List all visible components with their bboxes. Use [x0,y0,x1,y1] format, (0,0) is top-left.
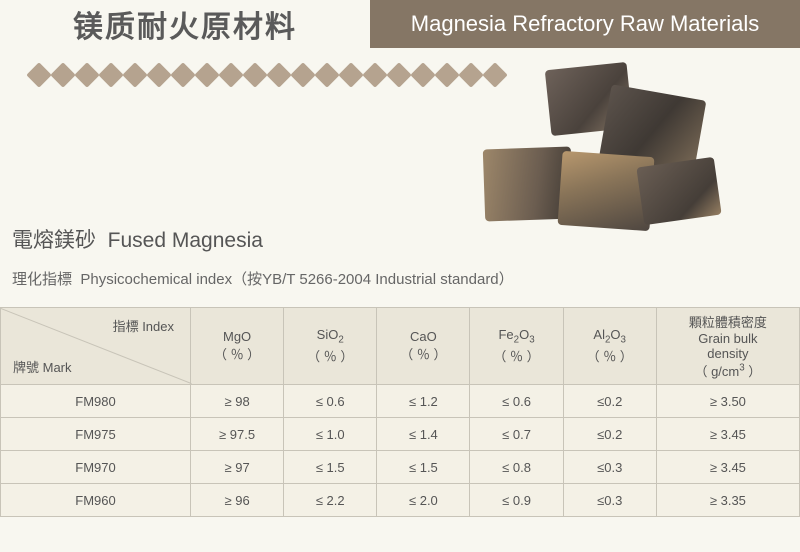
value-cell: ≤ 1.4 [377,418,470,451]
table-row: FM970≥ 97≤ 1.5≤ 1.5≤ 0.8≤0.3≥ 3.45 [1,451,800,484]
subtitle-cn: 理化指標 [12,271,72,288]
value-cell: ≤0.3 [563,484,656,517]
mineral-photo [470,58,730,236]
table-col-header: SiO2（ ％ ） [284,308,377,385]
value-cell: ≥ 97.5 [191,418,284,451]
corner-label-mark: 牌號 Mark [13,357,72,376]
title-chinese: 镁质耐火原材料 [0,0,370,48]
table-col-header: CaO（ ％ ） [377,308,470,385]
value-cell: ≤ 2.0 [377,484,470,517]
table-header-row: 指標 Index 牌號 Mark MgO（ ％ ）SiO2（ ％ ）CaO（ ％… [1,308,800,385]
value-cell: ≥ 3.45 [656,418,799,451]
value-cell: ≤ 2.2 [284,484,377,517]
value-cell: ≤ 1.2 [377,385,470,418]
value-cell: ≥ 3.50 [656,385,799,418]
subtitle-en: Physicochemical index [80,271,232,288]
mark-cell: FM970 [1,451,191,484]
spec-table: 指標 Index 牌號 Mark MgO（ ％ ）SiO2（ ％ ）CaO（ ％… [0,307,800,517]
value-cell: ≤ 0.6 [470,385,563,418]
table-corner-cell: 指標 Index 牌號 Mark [1,308,191,385]
value-cell: ≥ 98 [191,385,284,418]
mark-cell: FM960 [1,484,191,517]
page-header: 镁质耐火原材料 Magnesia Refractory Raw Material… [0,0,800,48]
section-subtitle: 理化指標 Physicochemical index（按YB/T 5266-20… [12,268,800,289]
table-col-header: Al2O3（ ％ ） [563,308,656,385]
section-title-cn: 電熔鎂砂 [12,229,96,252]
value-cell: ≥ 3.35 [656,484,799,517]
table-col-header: Fe2O3（ ％ ） [470,308,563,385]
subtitle-standard: （按YB/T 5266-2004 Industrial standard） [232,271,514,288]
table-col-header: MgO（ ％ ） [191,308,284,385]
value-cell: ≥ 97 [191,451,284,484]
table-col-header: 顆粒體積密度Grain bulkdensity（ g/cm3 ） [656,308,799,385]
value-cell: ≤ 0.9 [470,484,563,517]
spec-table-wrap: 指標 Index 牌號 Mark MgO（ ％ ）SiO2（ ％ ）CaO（ ％… [0,307,800,517]
table-row: FM960≥ 96≤ 2.2≤ 2.0≤ 0.9≤0.3≥ 3.35 [1,484,800,517]
value-cell: ≤ 0.8 [470,451,563,484]
value-cell: ≥ 96 [191,484,284,517]
table-body: FM980≥ 98≤ 0.6≤ 1.2≤ 0.6≤0.2≥ 3.50FM975≥… [1,385,800,517]
value-cell: ≤ 0.7 [470,418,563,451]
title-english: Magnesia Refractory Raw Materials [370,0,800,48]
value-cell: ≤ 1.5 [284,451,377,484]
table-row: FM975≥ 97.5≤ 1.0≤ 1.4≤ 0.7≤0.2≥ 3.45 [1,418,800,451]
value-cell: ≤0.2 [563,385,656,418]
table-row: FM980≥ 98≤ 0.6≤ 1.2≤ 0.6≤0.2≥ 3.50 [1,385,800,418]
corner-label-index: 指標 Index [113,316,174,335]
value-cell: ≤0.3 [563,451,656,484]
mark-cell: FM980 [1,385,191,418]
value-cell: ≥ 3.45 [656,451,799,484]
value-cell: ≤0.2 [563,418,656,451]
mark-cell: FM975 [1,418,191,451]
value-cell: ≤ 0.6 [284,385,377,418]
section-title-en: Fused Magnesia [108,229,263,252]
value-cell: ≤ 1.5 [377,451,470,484]
value-cell: ≤ 1.0 [284,418,377,451]
